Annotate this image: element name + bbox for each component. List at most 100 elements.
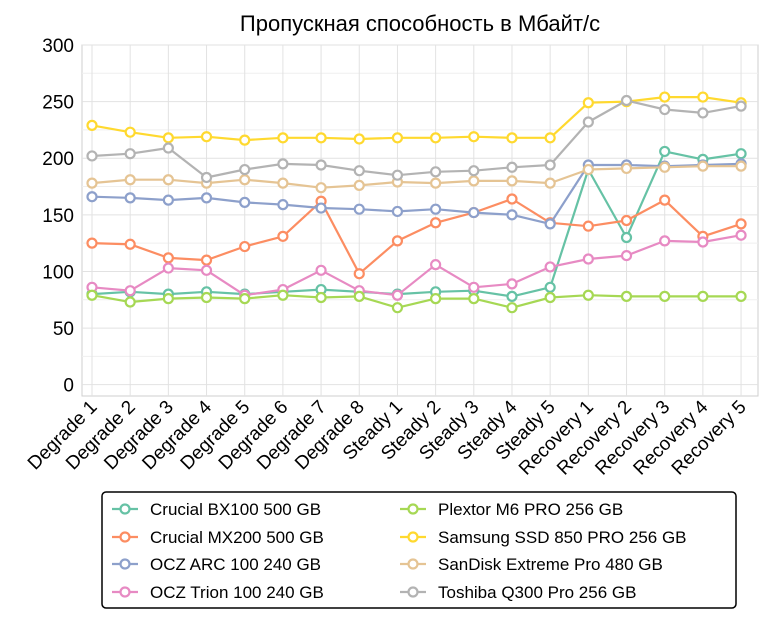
- data-point: [239, 163, 251, 176]
- y-tick-label: 150: [42, 206, 74, 227]
- series-7: [86, 94, 747, 184]
- data-point: [239, 134, 251, 146]
- data-point: [124, 148, 136, 160]
- data-point: [659, 145, 671, 158]
- data-point: [735, 100, 747, 112]
- data-point: [735, 229, 747, 241]
- series-6: [86, 160, 747, 194]
- data-point: [353, 165, 365, 177]
- legend-item: Plextor M6 PRO 256 GB: [400, 500, 623, 519]
- data-point: [544, 132, 556, 144]
- data-point: [659, 235, 671, 247]
- legend-swatch-marker: [119, 503, 131, 515]
- series-4: [86, 289, 747, 314]
- data-point: [544, 177, 556, 189]
- data-point: [353, 133, 365, 145]
- data-point: [86, 289, 98, 301]
- data-point: [620, 290, 633, 302]
- series-5: [86, 91, 747, 146]
- data-point: [430, 166, 442, 178]
- data-point: [277, 230, 289, 242]
- data-point: [620, 162, 633, 175]
- data-point: [468, 165, 480, 177]
- data-point: [200, 131, 213, 143]
- data-point: [582, 220, 594, 232]
- data-point: [200, 192, 213, 204]
- data-point: [468, 293, 480, 305]
- data-point: [506, 132, 518, 144]
- data-point: [353, 290, 365, 302]
- series-line: [91, 294, 742, 309]
- data-point: [239, 240, 251, 253]
- legend-swatch-marker: [407, 586, 419, 598]
- series-line: [91, 197, 742, 275]
- data-point: [430, 132, 442, 144]
- data-point: [506, 278, 518, 290]
- data-point: [124, 296, 136, 308]
- data-point: [659, 103, 671, 116]
- data-point: [697, 290, 709, 302]
- legend-swatch-marker: [407, 531, 419, 543]
- data-point: [659, 91, 671, 103]
- data-point: [391, 235, 404, 247]
- legend-swatch-marker: [119, 586, 131, 598]
- data-point: [735, 160, 747, 172]
- data-point: [620, 214, 633, 227]
- data-point: [544, 281, 556, 293]
- series-lines: [86, 91, 747, 314]
- data-point: [659, 194, 671, 206]
- data-point: [430, 177, 442, 189]
- data-point: [735, 218, 747, 230]
- y-tick-label: 50: [53, 319, 74, 340]
- data-point: [86, 237, 98, 249]
- data-point: [391, 302, 404, 314]
- data-point: [430, 293, 442, 305]
- data-point: [659, 161, 671, 173]
- series-line: [91, 165, 742, 189]
- data-point: [430, 217, 442, 229]
- data-point: [544, 291, 556, 304]
- data-point: [86, 177, 98, 189]
- data-point: [506, 290, 518, 302]
- data-point: [200, 291, 213, 304]
- data-point: [620, 231, 633, 244]
- data-point: [86, 191, 98, 203]
- data-point: [544, 159, 556, 171]
- data-point: [86, 150, 98, 162]
- data-point: [315, 132, 327, 144]
- data-point: [239, 174, 251, 186]
- data-point: [200, 264, 213, 276]
- data-point: [277, 177, 289, 189]
- series-line: [91, 95, 742, 142]
- data-point: [468, 131, 480, 143]
- legend-item: OCZ Trion 100 240 GB: [112, 583, 324, 602]
- y-tick-label: 0: [63, 376, 74, 397]
- legend-label: OCZ Trion 100 240 GB: [150, 583, 324, 602]
- grid: [82, 44, 758, 396]
- data-point: [468, 206, 480, 219]
- legend: Crucial BX100 500 GB Crucial MX200 500 GB…: [101, 491, 737, 609]
- data-point: [620, 94, 633, 107]
- chart-title: Пропускная способность в Мбайт/с: [240, 11, 600, 36]
- data-point: [200, 254, 213, 266]
- data-point: [506, 193, 518, 205]
- data-point: [506, 161, 518, 173]
- data-point: [506, 175, 518, 187]
- legend-item: Crucial BX100 500 GB: [112, 500, 321, 519]
- legend-label: Crucial BX100 500 GB: [150, 500, 321, 519]
- data-point: [162, 252, 174, 264]
- legend-swatch-marker: [119, 531, 131, 543]
- data-point: [659, 290, 671, 302]
- data-point: [697, 91, 709, 103]
- data-point: [162, 142, 174, 154]
- legend-swatch-marker: [407, 558, 419, 570]
- data-point: [391, 169, 404, 181]
- data-point: [277, 132, 289, 144]
- data-point: [468, 175, 480, 187]
- series-line: [91, 150, 742, 298]
- data-point: [353, 268, 365, 280]
- y-tick-label: 100: [42, 262, 74, 283]
- data-point: [582, 289, 594, 301]
